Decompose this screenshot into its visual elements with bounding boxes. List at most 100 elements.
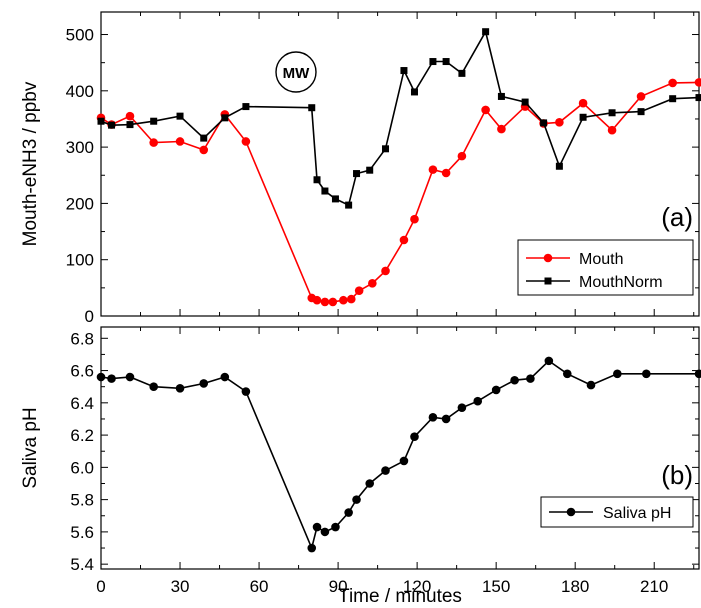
data-point-saliva-ph — [125, 372, 135, 382]
x-tick-label: 30 — [171, 577, 190, 596]
data-point-mouth — [694, 78, 701, 87]
data-point-mouthnorm — [200, 134, 208, 142]
data-point-mouthnorm — [482, 28, 490, 36]
y-tick-label: 400 — [66, 82, 94, 101]
data-point-mouthnorm — [331, 195, 339, 203]
data-point-mouth — [555, 118, 564, 127]
x-tick-label: 120 — [403, 577, 431, 596]
y-tick-label: 0 — [85, 307, 94, 326]
x-tick-label: 0 — [96, 577, 105, 596]
data-point-mouthnorm — [382, 145, 390, 153]
data-point-mouth — [328, 297, 338, 307]
data-point-saliva-ph — [613, 369, 622, 379]
data-point-mouthnorm — [308, 104, 316, 112]
series-line-mouthnorm — [100, 29, 700, 207]
panel-b: Saliva pH Time / minutes 0 30 60 90 120 150 18… — [20, 326, 701, 607]
data-point-mouthnorm — [669, 95, 677, 103]
y-tick-label: 5.8 — [70, 491, 94, 510]
data-point-mouthnorm — [150, 117, 158, 125]
data-point-mouthnorm — [695, 94, 701, 102]
data-point-saliva-ph — [642, 369, 651, 379]
legend-label-saliva-ph: Saliva pH — [603, 505, 671, 522]
data-point-mouth — [368, 279, 377, 288]
data-point-mouthnorm — [608, 109, 616, 117]
data-point-mouthnorm — [242, 103, 250, 111]
legend-a-box — [517, 239, 694, 296]
data-point-saliva-ph — [562, 369, 572, 379]
data-point-mouthnorm — [400, 67, 408, 75]
y-tick-label: 200 — [66, 194, 94, 213]
data-point-mouth — [381, 266, 390, 276]
data-point-saliva-ph — [241, 387, 251, 396]
data-point-mouthnorm — [555, 162, 563, 170]
data-point-mouthnorm — [176, 112, 184, 120]
y-tick-label: 300 — [66, 138, 94, 157]
data-point-saliva-ph — [441, 414, 451, 424]
data-point-saliva-ph — [381, 466, 390, 475]
panel-a: Mouth-eNH3 / ppbv 0 100 200 300 400 500 (a) MW M… — [20, 11, 701, 326]
data-point-mouth — [481, 105, 490, 115]
data-point-saliva-ph — [473, 396, 483, 406]
y-tick-label: 6.6 — [70, 362, 94, 381]
data-point-mouthnorm — [321, 187, 329, 195]
data-point-mouthnorm — [366, 166, 374, 174]
data-point-saliva-ph — [352, 495, 361, 504]
data-point-mouthnorm — [345, 201, 353, 209]
mw-label: MW — [283, 65, 310, 82]
data-point-saliva-ph — [410, 432, 419, 442]
panel-b-frame — [100, 326, 700, 570]
legend-label-mouthnorm: MouthNorm — [579, 274, 663, 291]
data-point-mouthnorm — [497, 92, 505, 100]
panel-a-label: (a) — [661, 202, 693, 232]
data-point-mouthnorm — [579, 113, 587, 121]
panel-a-y-axis-title: Mouth-eNH3 / ppbv — [20, 81, 41, 246]
x-tick-label: 60 — [250, 577, 269, 596]
x-axis-title: Time / minutes — [338, 586, 462, 607]
panel-b-label: (b) — [661, 460, 693, 490]
data-point-saliva-ph — [175, 384, 185, 393]
data-point-mouthnorm — [108, 121, 116, 129]
data-point-saliva-ph — [457, 403, 467, 412]
data-point-mouth — [149, 138, 158, 147]
data-point-saliva-ph — [399, 456, 409, 466]
data-point-mouth — [428, 165, 438, 174]
data-point-mouth — [346, 294, 356, 304]
legend-marker-mouth — [543, 253, 553, 263]
legend-marker-saliva-ph — [566, 507, 576, 517]
y-tick-label: 5.4 — [70, 555, 94, 574]
data-point-mouth — [399, 235, 409, 245]
data-point-mouth — [241, 137, 251, 146]
data-point-saliva-ph — [149, 382, 158, 391]
data-point-saliva-ph — [344, 508, 353, 517]
data-point-saliva-ph — [199, 379, 209, 388]
data-point-mouthnorm — [521, 98, 529, 106]
x-tick-label: 90 — [329, 577, 348, 596]
legend-label-mouth: Mouth — [579, 251, 623, 268]
data-point-saliva-ph — [307, 543, 317, 553]
data-point-saliva-ph — [586, 380, 596, 390]
data-point-mouth — [578, 98, 588, 108]
data-point-saliva-ph — [96, 372, 106, 382]
data-point-mouth — [175, 137, 185, 146]
y-tick-label: 100 — [66, 251, 94, 270]
x-tick-label: 210 — [640, 577, 668, 596]
data-point-mouth — [199, 145, 209, 155]
data-point-mouth — [125, 111, 135, 121]
data-point-mouth — [320, 297, 330, 307]
y-tick-label: 6.2 — [70, 426, 94, 445]
x-tick-label: 180 — [561, 577, 589, 596]
data-point-saliva-ph — [510, 375, 519, 385]
data-point-saliva-ph — [220, 372, 230, 382]
data-point-saliva-ph — [331, 522, 340, 532]
data-point-mouthnorm — [221, 114, 229, 122]
data-point-mouthnorm — [97, 117, 105, 125]
y-tick-label: 6.0 — [70, 458, 94, 477]
data-point-mouthnorm — [442, 58, 450, 66]
y-tick-label: 6.8 — [70, 329, 94, 348]
y-tick-label: 6.4 — [70, 394, 94, 413]
data-point-mouthnorm — [637, 108, 645, 116]
data-point-mouth — [339, 295, 348, 305]
data-point-mouthnorm — [540, 119, 548, 127]
data-point-mouthnorm — [313, 176, 321, 184]
